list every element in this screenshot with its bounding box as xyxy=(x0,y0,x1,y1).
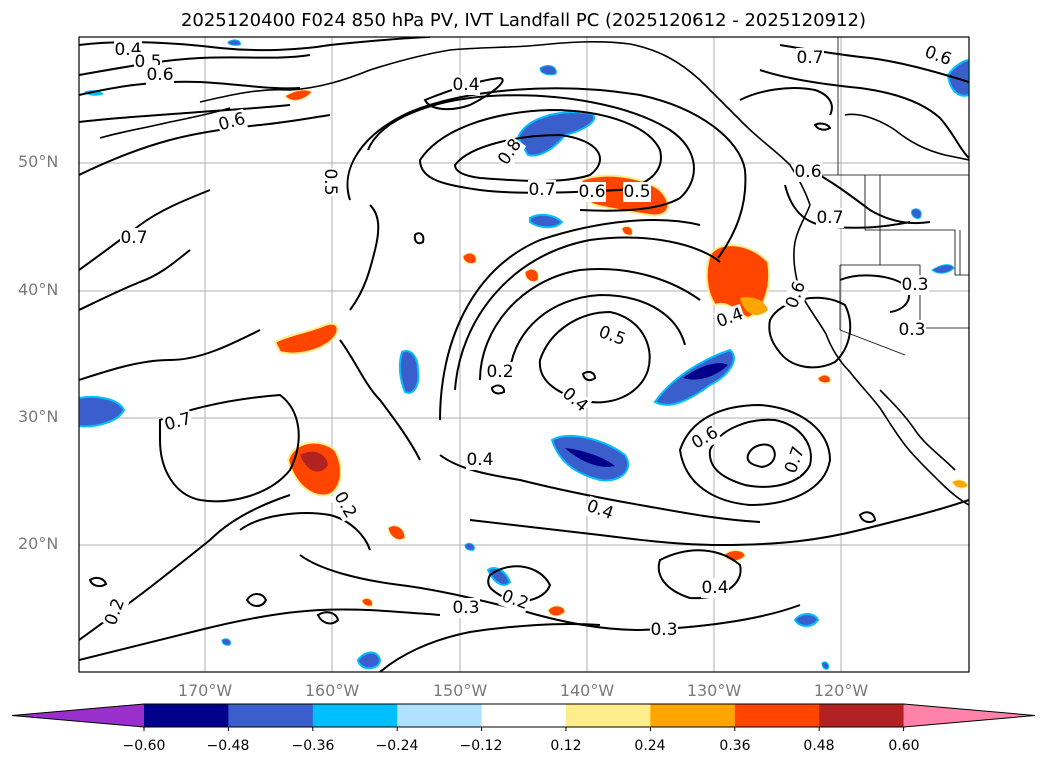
contour-label-background xyxy=(623,182,651,202)
lat-label-20n: 20°N xyxy=(18,534,59,553)
contour-label: 0.5 xyxy=(623,182,650,202)
colorbar-extension-low xyxy=(12,704,144,727)
contour-label-background xyxy=(687,422,723,454)
coastlines xyxy=(99,40,969,506)
contour-label-background xyxy=(781,278,811,312)
contour-label-background xyxy=(100,595,130,629)
contour-label-background xyxy=(901,275,929,295)
contour-label-background xyxy=(486,362,514,382)
contour-label-background xyxy=(595,321,629,351)
colorbar-tick: −0.12 xyxy=(459,738,503,754)
contour-label-background xyxy=(528,180,556,200)
contour-label-background xyxy=(320,168,340,196)
map-border xyxy=(78,36,970,673)
contour-label: 0.3 xyxy=(452,598,479,618)
colorbar-segment xyxy=(819,704,905,727)
contour-label-background xyxy=(701,578,729,598)
contour-label: 0.5 xyxy=(320,168,340,195)
lon-label-130w: 130°W xyxy=(686,681,742,700)
contour-label-background xyxy=(146,65,174,85)
contour-label: 0.7 xyxy=(120,228,147,248)
contour-label-background xyxy=(452,598,480,618)
colorbar-segment xyxy=(144,704,229,727)
colorbar-segment xyxy=(228,704,314,727)
contour-label-background xyxy=(120,228,148,248)
contour-label: 0.7 xyxy=(816,208,843,228)
contour-label-background xyxy=(557,383,593,417)
colorbar-tick: 0.12 xyxy=(550,738,582,754)
lon-label-140w: 140°W xyxy=(559,681,615,700)
contour-label-background xyxy=(816,208,844,228)
contour-label: 0.4 xyxy=(452,75,479,95)
contour-label-background xyxy=(498,585,532,615)
colorbar-segment xyxy=(734,704,820,727)
political-borders xyxy=(800,37,969,356)
contour-label: 0.4 xyxy=(466,450,493,470)
contour-label: 0.4 xyxy=(701,578,728,598)
colorbar-segment xyxy=(397,704,483,727)
map-title: 2025120400 F024 850 hPa PV, IVT Landfall… xyxy=(180,10,867,31)
contour-label-background xyxy=(794,162,822,182)
contour-label-background xyxy=(921,41,955,71)
contour-label: 0.3 xyxy=(898,320,925,340)
contour-label-background xyxy=(466,450,494,470)
contour-label-background xyxy=(452,75,480,95)
lon-label-120w: 120°W xyxy=(813,681,869,700)
colorbar-tick: 0.48 xyxy=(803,738,835,754)
contour-label: 0.2 xyxy=(486,362,513,382)
contour-label-background xyxy=(493,134,527,170)
contour-label-background xyxy=(796,48,824,68)
lon-label-160w: 160°W xyxy=(304,681,360,700)
contour-label: 0.6 xyxy=(794,162,821,182)
colorbar-tick: 0.60 xyxy=(888,738,920,754)
contour-label-background xyxy=(215,108,249,136)
colorbar-tick: −0.36 xyxy=(291,738,335,754)
colorbar-segment xyxy=(566,704,651,727)
contour-label-background xyxy=(713,303,747,333)
contour-label: 0.6 xyxy=(578,182,605,202)
contour-label-background xyxy=(578,182,606,202)
contour-label: 0.7 xyxy=(796,48,823,68)
colorbar-segment xyxy=(312,704,398,727)
lon-label-150w: 150°W xyxy=(432,681,488,700)
colorbar-segment xyxy=(650,704,736,727)
contour-label: 0.6 xyxy=(146,65,173,85)
colorbar-tick: −0.60 xyxy=(122,738,166,754)
contour-label-background xyxy=(329,487,361,523)
contour-label: 0.3 xyxy=(901,275,928,295)
colorbar-tick: 0.36 xyxy=(719,738,751,754)
colorbar-tick: −0.48 xyxy=(206,738,250,754)
lat-label-30n: 30°N xyxy=(18,407,59,426)
contour-label-background xyxy=(583,495,617,525)
contour-label: 0.3 xyxy=(650,620,677,640)
contour-label: 0.7 xyxy=(528,180,555,200)
colorbar-tick: 0.24 xyxy=(634,738,666,754)
colorbar-tick: −0.24 xyxy=(375,738,419,754)
colorbar-segment xyxy=(481,704,567,727)
lon-label-170w: 170°W xyxy=(177,681,233,700)
colorbar-extension-high xyxy=(903,704,1035,727)
contour-label-background xyxy=(898,320,926,340)
lat-label-50n: 50°N xyxy=(18,152,59,171)
contour-label-background xyxy=(780,443,810,477)
contour-label-background xyxy=(650,620,678,640)
contour-label-background xyxy=(161,408,195,436)
colorbar xyxy=(11,703,1036,731)
lat-label-40n: 40°N xyxy=(18,280,59,299)
